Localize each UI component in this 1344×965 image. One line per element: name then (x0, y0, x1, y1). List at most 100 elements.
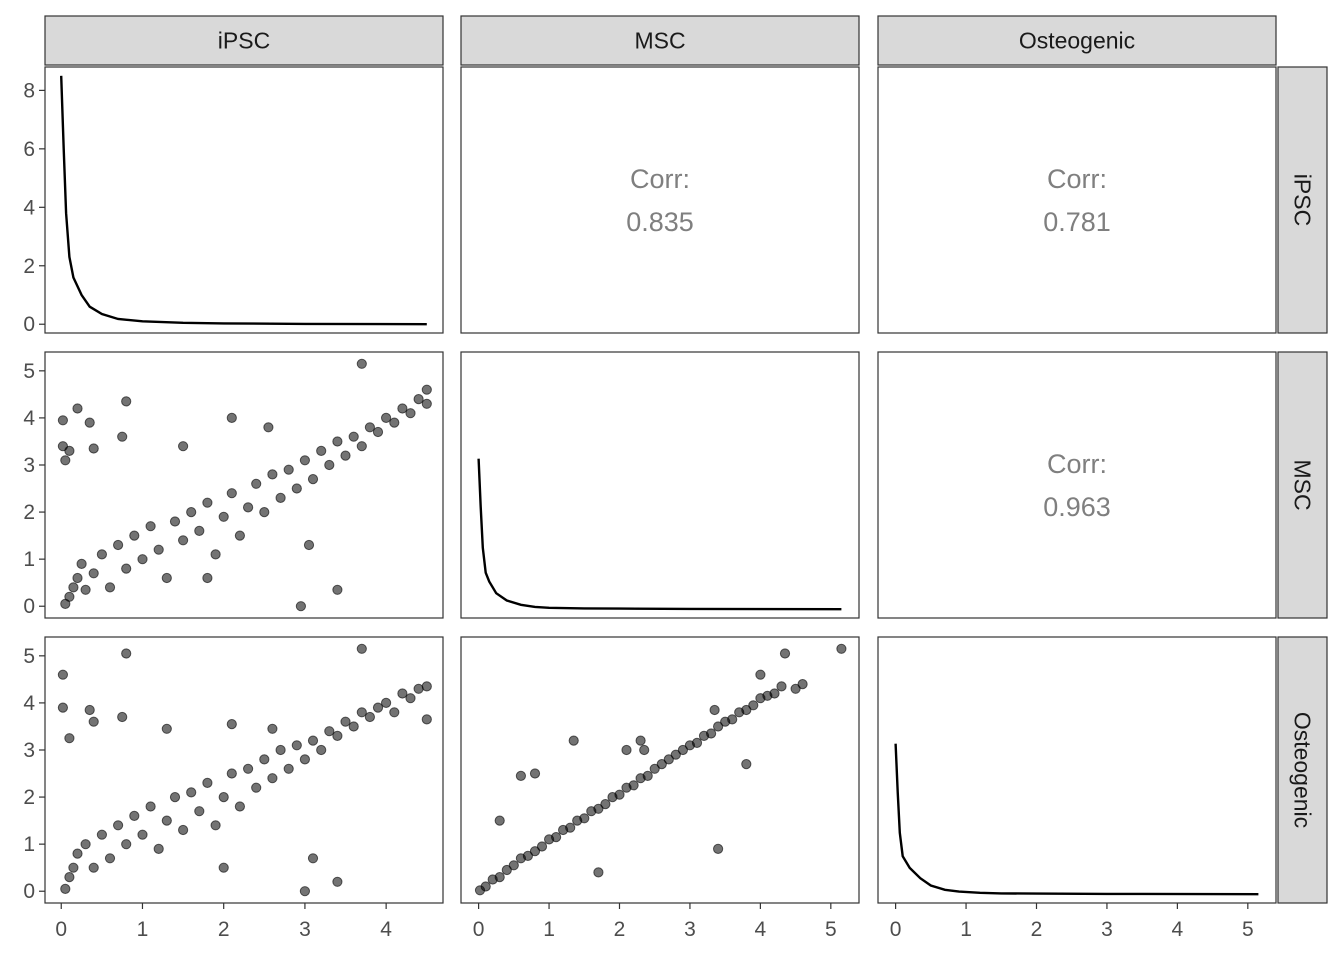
scatter-point-ipsc-msc (153, 544, 164, 555)
scatter-point-ipsc-msc (259, 506, 270, 518)
scatter-point-ipsc-msc (291, 483, 302, 494)
x-tick-label: 0 (55, 918, 67, 941)
x-tick-label: 1 (543, 918, 555, 941)
scatter-point-msc-osteogenic (494, 815, 505, 826)
corr-value: 0.781 (1043, 207, 1111, 237)
scatter-point-msc-osteogenic (741, 704, 752, 716)
scatter-point-ipsc-msc (234, 530, 245, 541)
scatter-point-ipsc-osteogenic (299, 754, 310, 765)
scatter-point-ipsc-msc (348, 431, 359, 442)
scatter-point-ipsc-osteogenic (88, 862, 99, 873)
scatter-point-msc-osteogenic (727, 714, 738, 725)
scatter-point-ipsc-msc (88, 443, 99, 454)
panel-msc-msc (460, 351, 860, 619)
scatter-point-ipsc-osteogenic (96, 829, 108, 840)
y-tick-label: 1 (23, 833, 35, 856)
scatter-point-ipsc-msc (88, 568, 99, 579)
panel-ipsc-osteogenic (877, 66, 1277, 334)
scatter-point-ipsc-osteogenic (153, 843, 164, 855)
scatter-point-ipsc-msc (275, 492, 286, 503)
scatter-point-ipsc-msc (96, 549, 108, 560)
scatter-point-ipsc-msc (356, 358, 367, 369)
scatter-point-ipsc-osteogenic (356, 707, 367, 718)
scatter-point-msc-osteogenic (713, 721, 724, 732)
scatter-point-ipsc-osteogenic (275, 744, 286, 756)
scatter-point-msc-osteogenic (529, 846, 541, 857)
scatter-point-ipsc-msc (340, 450, 351, 461)
scatter-point-ipsc-msc (226, 412, 237, 423)
scatter-point-msc-osteogenic (709, 704, 720, 716)
scatter-point-ipsc-msc (161, 572, 172, 584)
scatter-point-msc-osteogenic (677, 744, 689, 756)
scatter-point-ipsc-osteogenic (104, 853, 116, 864)
scatter-point-ipsc-osteogenic (113, 820, 124, 831)
scatter-point-msc-osteogenic (706, 728, 717, 739)
scatter-point-ipsc-osteogenic (283, 763, 294, 774)
scatter-point-msc-osteogenic (579, 813, 590, 824)
y-tick-label: 0 (23, 880, 35, 903)
density-line-ipsc (60, 75, 427, 326)
scatter-point-ipsc-osteogenic (137, 829, 148, 840)
y-tick-label: 4 (23, 407, 35, 430)
scatter-point-ipsc-osteogenic (68, 862, 79, 873)
scatter-point-ipsc-osteogenic (348, 721, 359, 732)
scatter-point-ipsc-msc (72, 403, 83, 414)
scatter-point-msc-osteogenic (649, 763, 660, 774)
scatter-point-ipsc-osteogenic (307, 853, 319, 864)
density-line-osteogenic (894, 743, 1259, 896)
scatter-point-msc-osteogenic (529, 768, 541, 779)
x-tick-label: 3 (1101, 918, 1113, 941)
scatter-point-ipsc-msc (145, 521, 156, 532)
scatter-point-ipsc-msc (389, 417, 400, 428)
panel-msc-ipsc (44, 351, 444, 619)
scatter-point-ipsc-msc (299, 455, 310, 466)
scatter-point-msc-osteogenic (642, 770, 653, 782)
scatter-point-ipsc-msc (405, 408, 416, 419)
column-strip-osteogenic (877, 15, 1277, 66)
scatter-point-ipsc-osteogenic (169, 792, 181, 803)
scatter-point-ipsc-osteogenic (397, 688, 408, 699)
scatter-point-msc-osteogenic (776, 681, 787, 692)
row-strip-label: MSC (1290, 459, 1316, 510)
scatter-point-ipsc-msc (178, 441, 189, 452)
x-tick-label: 4 (380, 918, 392, 941)
x-tick-label: 5 (1242, 918, 1254, 941)
corr-label: Corr: (1047, 449, 1107, 479)
scatter-point-msc-osteogenic (670, 749, 681, 760)
scatter-point-ipsc-msc (364, 422, 375, 433)
scatter-point-ipsc-osteogenic (129, 810, 140, 822)
scatter-point-ipsc-msc (137, 554, 148, 565)
scatter-point-msc-osteogenic (656, 759, 667, 770)
scatter-point-ipsc-osteogenic (121, 648, 132, 659)
y-tick-label: 4 (23, 692, 35, 715)
scatter-point-ipsc-osteogenic (372, 702, 384, 713)
x-tick-label: 3 (299, 918, 311, 941)
corr-label: Corr: (630, 164, 690, 194)
scatter-point-ipsc-osteogenic (186, 787, 197, 798)
corr-label: Corr: (1047, 164, 1107, 194)
scatter-point-ipsc-osteogenic (307, 735, 319, 746)
scatter-point-msc-osteogenic (797, 679, 808, 690)
x-tick-label: 0 (890, 918, 902, 941)
scatter-point-ipsc-osteogenic (218, 792, 229, 803)
scatter-point-ipsc-msc (113, 539, 124, 551)
scatter-point-ipsc-osteogenic (72, 848, 83, 859)
scatter-point-ipsc-msc (421, 398, 432, 409)
scatter-point-ipsc-msc (178, 535, 189, 546)
x-tick-label: 3 (684, 918, 696, 941)
panel-osteogenic-osteogenic (877, 636, 1277, 904)
scatter-point-msc-osteogenic (515, 770, 527, 782)
x-tick-label: 2 (614, 918, 626, 941)
scatter-point-msc-osteogenic (639, 744, 650, 756)
scatter-point-ipsc-osteogenic (57, 669, 69, 680)
scatter-point-ipsc-msc (303, 539, 315, 551)
scatter-point-msc-osteogenic (748, 700, 759, 711)
y-tick-label: 3 (23, 454, 35, 477)
column-strip-label: Osteogenic (1019, 28, 1135, 54)
column-strip-label: MSC (634, 28, 685, 54)
scatter-point-msc-osteogenic (494, 872, 505, 883)
scatter-point-ipsc-osteogenic (84, 704, 95, 716)
scatter-point-msc-osteogenic (790, 683, 801, 694)
x-tick-label: 0 (473, 918, 485, 941)
scatter-point-ipsc-osteogenic (80, 839, 91, 850)
